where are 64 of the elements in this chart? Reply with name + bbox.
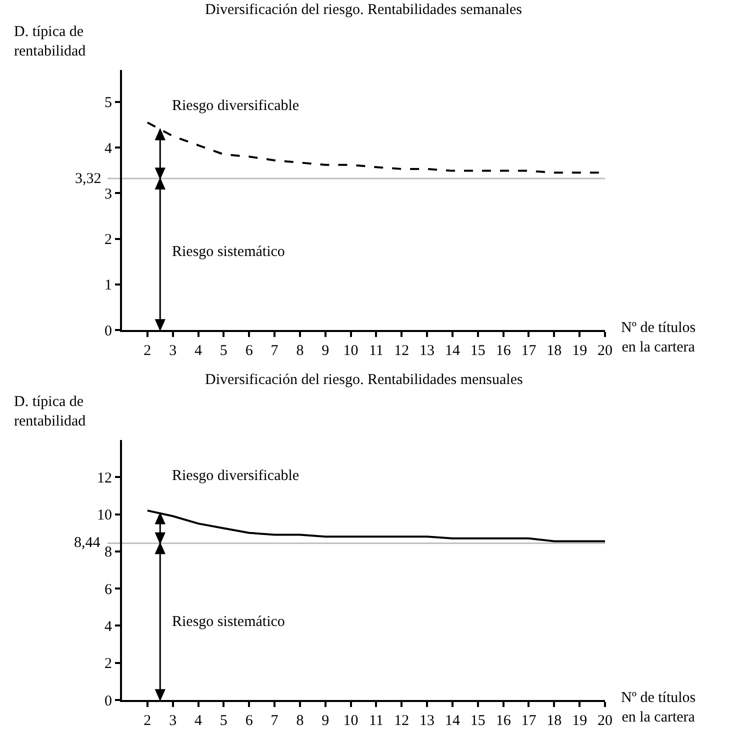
annotation: Riesgo diversificable xyxy=(172,468,300,484)
y-tick-label: 5 xyxy=(104,95,112,112)
x-tick-label: 9 xyxy=(322,713,330,729)
annotation: Riesgo sistemático xyxy=(172,614,285,630)
y-tick-label: 0 xyxy=(104,693,112,710)
y-tick-label: 1 xyxy=(104,278,112,294)
x-tick-label: 10 xyxy=(343,713,358,729)
ref-line-label: 3,32 xyxy=(75,171,102,187)
y-tick-label: 2 xyxy=(104,656,112,672)
y-axis-title: D. típica de rentabilidad xyxy=(14,394,86,430)
annotation: Riesgo sistemático xyxy=(172,244,285,260)
x-tick-label: 19 xyxy=(572,343,588,359)
x-tick-label: 15 xyxy=(470,343,486,359)
x-tick-label: 3 xyxy=(169,713,177,729)
x-tick-label: 16 xyxy=(496,343,512,359)
y-tick-label: 4 xyxy=(104,140,112,157)
x-tick-label: 13 xyxy=(420,713,435,729)
x-tick-label: 12 xyxy=(394,343,410,359)
chart-title: Diversificación del riesgo. Rentabilidades semanales xyxy=(205,2,522,18)
x-tick-label: 16 xyxy=(496,713,512,729)
y-tick-label: 6 xyxy=(104,582,112,598)
x-tick-label: 6 xyxy=(245,343,254,359)
x-tick-label: 2 xyxy=(144,343,152,359)
x-tick-label: 14 xyxy=(444,713,460,729)
y-tick-label: 8 xyxy=(104,544,112,561)
x-tick-label: 13 xyxy=(420,343,435,359)
x-tick-label: 18 xyxy=(546,713,562,729)
x-tick-label: 9 xyxy=(322,343,330,359)
annotation: Riesgo diversificable xyxy=(172,98,300,114)
x-tick-label: 20 xyxy=(598,343,612,359)
x-tick-label: 5 xyxy=(220,343,228,359)
x-tick-label: 7 xyxy=(270,713,279,729)
x-tick-label: 11 xyxy=(368,343,384,359)
x-tick-label: 17 xyxy=(521,343,537,359)
x-tick-label: 19 xyxy=(572,713,588,729)
y-tick-label: 12 xyxy=(97,470,112,486)
x-tick-label: 11 xyxy=(368,713,384,729)
x-tick-label: 8 xyxy=(296,713,304,729)
x-axis-title: Nº de títulos en la cartera xyxy=(621,690,696,726)
x-tick-label: 14 xyxy=(444,343,460,359)
y-tick-label: 3 xyxy=(104,186,112,202)
x-tick-label: 6 xyxy=(245,713,254,729)
x-tick-label: 15 xyxy=(470,713,486,729)
x-tick-label: 10 xyxy=(343,343,358,359)
x-tick-label: 7 xyxy=(270,343,279,359)
x-tick-label: 3 xyxy=(169,343,177,359)
x-axis-title: Nº de títulos en la cartera xyxy=(621,320,696,356)
y-axis-title: D. típica de rentabilidad xyxy=(14,24,86,60)
y-tick-label: 10 xyxy=(97,508,112,524)
y-tick-label: 0 xyxy=(104,323,112,340)
y-tick-label: 4 xyxy=(104,618,112,635)
x-tick-label: 17 xyxy=(521,713,537,729)
x-tick-label: 18 xyxy=(546,343,562,359)
y-tick-label: 2 xyxy=(104,232,112,248)
x-tick-label: 5 xyxy=(220,713,228,729)
x-tick-label: 12 xyxy=(394,713,410,729)
x-tick-label: 8 xyxy=(296,343,304,359)
x-tick-label: 4 xyxy=(194,713,203,729)
x-tick-label: 4 xyxy=(194,343,203,359)
x-tick-label: 2 xyxy=(144,713,152,729)
ref-line-label: 8,44 xyxy=(74,535,101,551)
chart-title: Diversificación del riesgo. Rentabilidades mensuales xyxy=(205,372,523,388)
x-tick-label: 20 xyxy=(598,713,612,729)
line-series xyxy=(146,510,605,542)
